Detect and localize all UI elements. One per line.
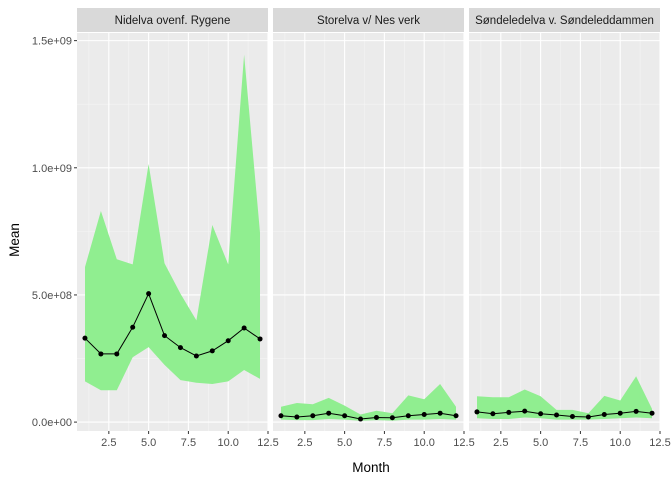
- x-tick-label: 10.0: [413, 437, 434, 449]
- gridlines: [469, 33, 661, 431]
- data-point: [326, 410, 332, 416]
- data-point: [241, 325, 247, 331]
- facet-panel-1: Nidelva ovenf. Rygene 2.5 5.0 7.5 10.0 12.5: [77, 8, 279, 449]
- data-point: [373, 415, 379, 421]
- data-point: [225, 338, 231, 344]
- data-point: [474, 409, 480, 415]
- confidence-ribbon: [477, 376, 652, 420]
- data-point: [98, 351, 104, 357]
- data-point: [358, 416, 364, 422]
- data-point: [649, 410, 655, 416]
- y-tick-label: 1.0e+09: [32, 163, 72, 175]
- y-axis-title: Mean: [7, 223, 22, 257]
- mean-line: [280, 412, 457, 420]
- x-tick-label: 7.5: [181, 437, 196, 449]
- x-tick-label: 12.5: [649, 437, 670, 449]
- x-tick-label: 5.0: [533, 437, 548, 449]
- x-tick-label: 7.5: [573, 437, 588, 449]
- data-point: [342, 413, 348, 419]
- mean-line: [84, 292, 261, 357]
- data-point: [421, 411, 427, 417]
- data-point: [569, 414, 575, 420]
- panel-background: [469, 33, 660, 431]
- data-point: [278, 413, 284, 419]
- facet-strip-label: Søndeledelva v. Søndeleddammen: [475, 15, 654, 27]
- panel-background: [273, 33, 464, 431]
- data-point: [257, 336, 263, 342]
- x-tick-label: 10.0: [609, 437, 630, 449]
- gridlines: [273, 33, 465, 431]
- x-tick-label: 12.5: [257, 437, 278, 449]
- y-axis: 0.0e+00 5.0e+08 1.0e+09 1.5e+09: [32, 36, 77, 429]
- facet-strip-label: Storelva v/ Nes verk: [317, 15, 420, 27]
- data-point: [389, 415, 395, 421]
- data-point: [453, 413, 459, 419]
- x-tick-label: 2.5: [493, 437, 508, 449]
- data-point: [437, 410, 443, 416]
- x-axis-title: Month: [352, 460, 390, 475]
- data-point: [193, 353, 199, 359]
- data-point: [162, 333, 168, 339]
- mean-line: [476, 410, 653, 418]
- data-point: [405, 413, 411, 419]
- data-point: [310, 413, 316, 419]
- facet-strip: [273, 8, 464, 32]
- x-tick-label: 5.0: [337, 437, 352, 449]
- x-tick-label: 10.0: [217, 437, 238, 449]
- facet-strip-label: Nidelva ovenf. Rygene: [115, 15, 231, 27]
- x-tick-label: 2.5: [297, 437, 312, 449]
- data-point: [522, 408, 528, 414]
- data-point: [633, 408, 639, 414]
- y-tick-label: 5.0e+08: [32, 290, 72, 302]
- facet-strip: [469, 8, 660, 32]
- data-point: [585, 414, 591, 420]
- x-tick-label: 2.5: [101, 437, 116, 449]
- y-tick-label: 0.0e+00: [32, 417, 72, 429]
- x-tick-label: 12.5: [453, 437, 474, 449]
- data-point: [617, 410, 623, 416]
- data-point: [130, 324, 136, 330]
- data-point: [82, 335, 88, 341]
- x-tick-label: 7.5: [377, 437, 392, 449]
- data-point: [601, 411, 607, 417]
- data-point: [554, 412, 560, 418]
- confidence-ribbon: [281, 384, 456, 421]
- data-point: [490, 411, 496, 417]
- facet-panel-3: Søndeledelva v. Søndeleddammen 2.5 5.0 7.5 1…: [469, 8, 671, 449]
- x-tick-label: 5.0: [141, 437, 156, 449]
- facet-panel-2: Storelva v/ Nes verk 2.5 5.0 7.5 10.0 12.5: [273, 8, 475, 449]
- data-point: [177, 345, 183, 351]
- data-point: [538, 411, 544, 417]
- y-tick-label: 1.5e+09: [32, 36, 72, 48]
- data-point: [114, 351, 120, 357]
- data-point: [146, 291, 152, 297]
- data-point: [209, 348, 215, 354]
- confidence-ribbon: [85, 54, 260, 391]
- facet-strip: [77, 8, 268, 32]
- data-point: [294, 414, 300, 420]
- data-point: [506, 409, 512, 415]
